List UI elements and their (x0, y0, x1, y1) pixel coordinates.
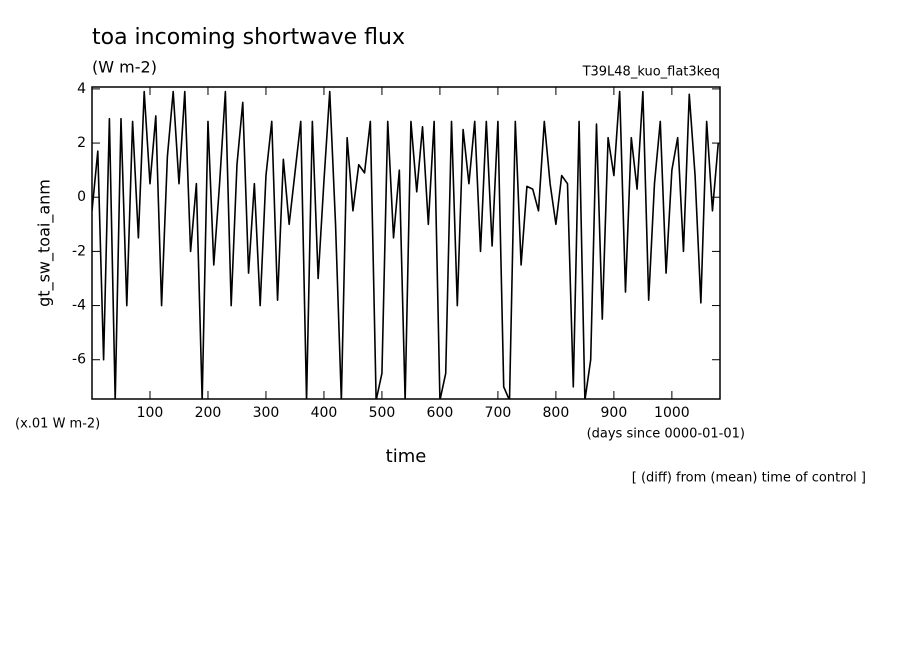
x-tick-label: 800 (543, 405, 570, 421)
y-tick-label: 4 (77, 81, 86, 97)
x-tick-label: 300 (253, 405, 280, 421)
chart-title: toa incoming shortwave flux (92, 25, 405, 50)
chart-subtitle: (W m-2) (92, 58, 157, 77)
y-tick-label: 2 (77, 135, 86, 151)
data-line (92, 90, 720, 399)
x-tick-label: 400 (311, 405, 338, 421)
x-tick-label: 900 (601, 405, 628, 421)
plot-area (92, 90, 720, 399)
y-unit-label: (x.01 W m-2) (15, 417, 100, 432)
y-axis-label: gt_sw_toai_anm (35, 179, 55, 307)
x-tick-label: 100 (137, 405, 164, 421)
x-unit-label: (days since 0000-01-01) (587, 427, 745, 442)
x-tick-label: 600 (427, 405, 454, 421)
x-tick-label: 700 (485, 405, 512, 421)
plot-frame (91, 86, 721, 400)
y-tick-label: 0 (77, 189, 86, 205)
y-tick-label: -4 (72, 298, 86, 314)
x-tick-label: 200 (195, 405, 222, 421)
y-tick-label: -2 (72, 243, 86, 259)
x-tick-label: 500 (369, 405, 396, 421)
x-axis-label: time (386, 446, 427, 467)
note: [ (diff) from (mean) time of control ] (632, 471, 866, 486)
experiment-label: T39L48_kuo_flat3keq (582, 65, 720, 80)
y-tick-label: -6 (72, 352, 86, 368)
x-tick-label: 1000 (654, 405, 690, 421)
